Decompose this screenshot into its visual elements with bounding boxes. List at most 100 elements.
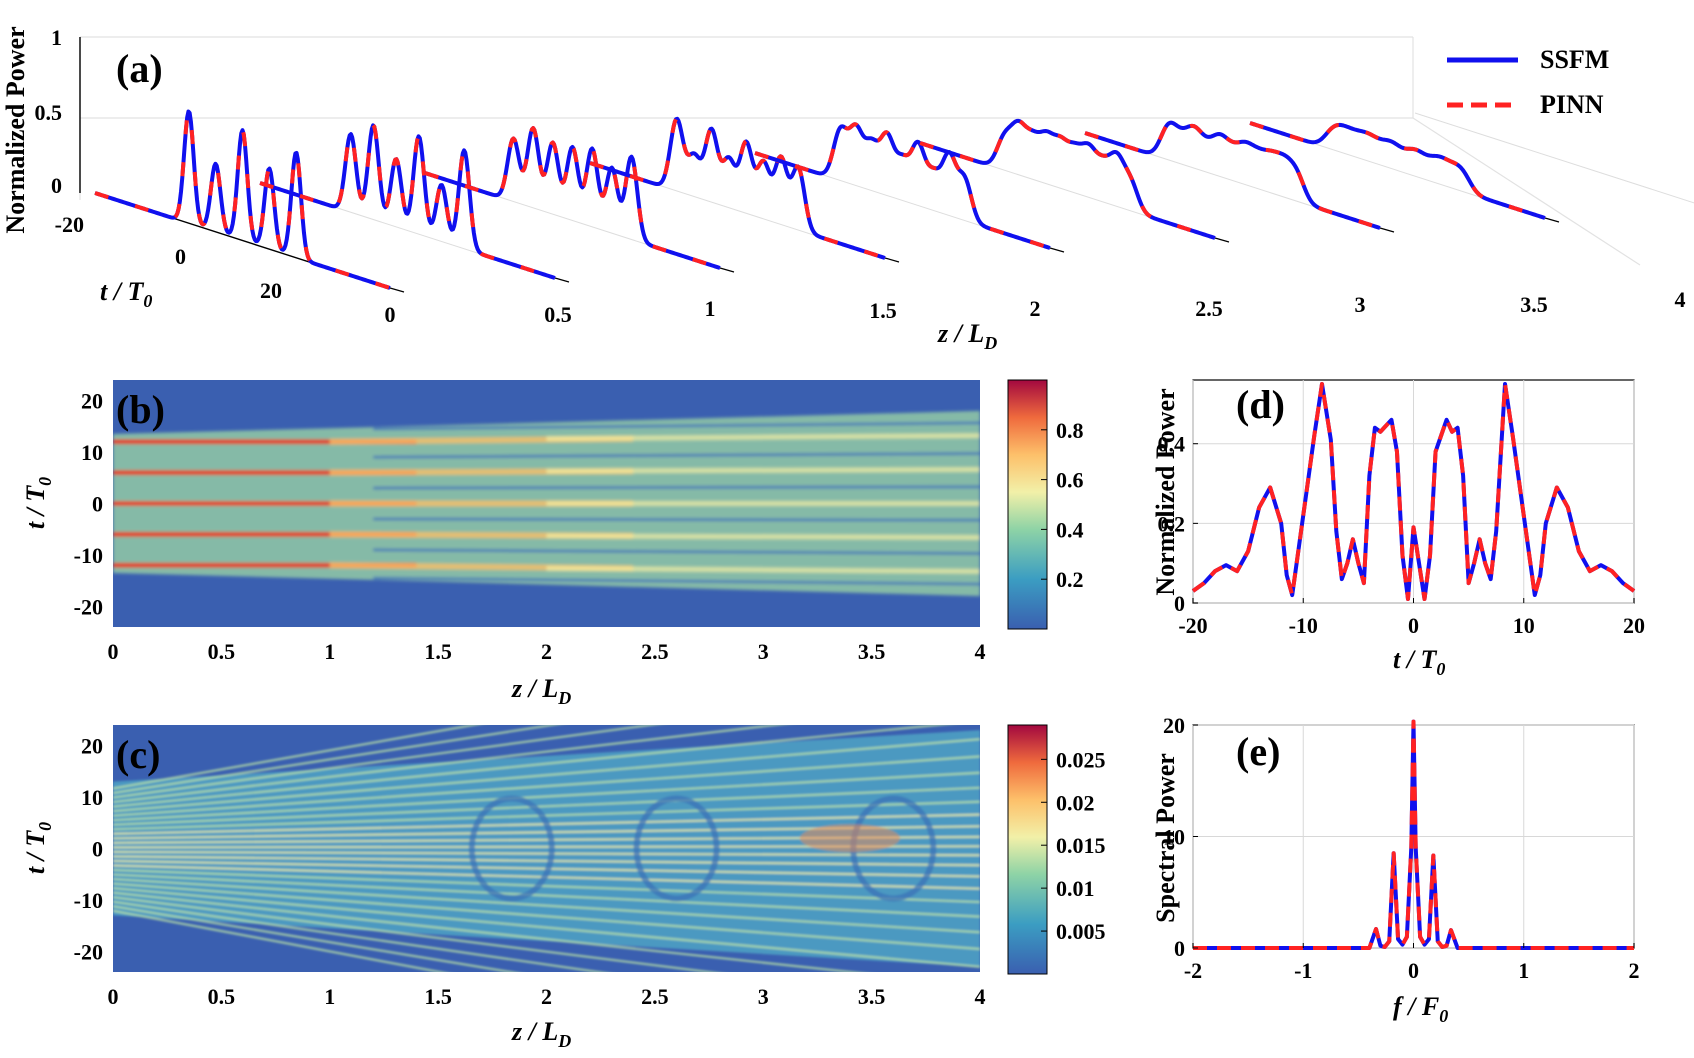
a-xlabel: z / LD: [937, 319, 997, 353]
z-tick: [1544, 217, 1560, 223]
heat-band: [546, 565, 980, 574]
legend-ssfm-label: SSFM: [1540, 45, 1609, 74]
grid-line: [1414, 112, 1694, 204]
heat-gap: [373, 421, 980, 431]
heat-fringe: [113, 850, 980, 857]
heat-fringe: [113, 755, 980, 817]
heat-fringe: [113, 909, 446, 972]
heat-fringe: [113, 891, 861, 972]
colorbar-tick-label: 0.005: [1056, 919, 1106, 944]
panel-d-ticks: -20 -10 0 10 20 0 0.2 0.4: [1158, 432, 1646, 638]
x-tick-label: 0: [1408, 613, 1419, 638]
x-tick-label: -10: [1289, 613, 1318, 638]
heat-gap: [373, 576, 980, 586]
x-tick-label: 3.5: [858, 984, 886, 1009]
a-z-tick: 4: [1675, 287, 1686, 312]
heat-ring: [468, 795, 555, 902]
a-z-tick: 1: [705, 296, 716, 321]
x-tick-label: 0: [108, 639, 119, 664]
x-tick-label: 4: [975, 639, 986, 664]
heat-band: [546, 533, 980, 540]
colorbar-tick-label: 0.02: [1056, 790, 1095, 815]
x-tick-label: 1: [324, 984, 335, 1009]
y-tick-label: 0: [92, 837, 103, 862]
x-tick-label: 0: [108, 984, 119, 1009]
pinn-trace: [1084, 120, 1381, 230]
a-zlabel: Normalized Power: [1, 26, 30, 233]
y-tick-label: 0: [1174, 936, 1185, 961]
heat-fringe: [113, 905, 518, 972]
panel-a-grid: [94, 112, 1694, 293]
y-tick-label: -20: [74, 939, 103, 964]
x-tick-label: 1.5: [424, 639, 452, 664]
heat-fringe: [113, 900, 606, 972]
x-tick-label: -2: [1184, 958, 1202, 983]
b-xlabel: z / LD: [511, 674, 571, 708]
c-colorbar: [1007, 724, 1048, 975]
z-tick: [884, 257, 900, 263]
heat-gap: [373, 451, 980, 459]
panel-d-grid: [1192, 380, 1635, 604]
heat-fringe: [113, 725, 559, 795]
a-z-tick: 0: [385, 302, 396, 327]
a-z-tick: 3.5: [1520, 292, 1548, 317]
d-ylabel: Normalized Power: [1151, 388, 1180, 595]
ssfm-trace: [754, 122, 1051, 250]
y-tick-label: -10: [74, 543, 103, 568]
heat-fringe: [113, 786, 980, 826]
b-colorbar-ticks: 0.8 0.6 0.4 0.2: [1041, 418, 1084, 592]
e-ylabel: Spectral Power: [1151, 753, 1180, 923]
a-z-tick: 3: [1355, 292, 1366, 317]
ssfm-trace: [589, 116, 886, 260]
heat-fringe: [113, 868, 980, 904]
heat-fringe: [113, 873, 980, 918]
heat-fringe: [113, 725, 949, 808]
heat-band: [546, 433, 980, 442]
y-tick-label: 0.4: [1158, 432, 1186, 457]
a-t-tick: 0: [175, 244, 186, 269]
heat-hotspot: [799, 824, 900, 853]
legend-pinn-label: PINN: [1540, 90, 1604, 119]
y-tick-label: 20: [81, 734, 103, 759]
pinn-line: [1193, 719, 1634, 950]
z-tick: [1379, 227, 1395, 233]
panel-a-label: (a): [116, 46, 163, 91]
colorbar-tick-label: 0.01: [1056, 876, 1095, 901]
z-tick: [719, 267, 735, 273]
a-ylabel: t / T0: [100, 277, 152, 311]
a-z-tick: 2: [1030, 296, 1041, 321]
y-tick-label: -20: [74, 594, 103, 619]
x-tick-label: 3.5: [858, 639, 886, 664]
x-tick-label: 20: [1623, 613, 1645, 638]
x-tick-label: -1: [1294, 958, 1312, 983]
b-colorbar: [1007, 379, 1048, 630]
x-tick-label: 0.5: [208, 984, 236, 1009]
colorbar-tick-label: 0.015: [1056, 833, 1106, 858]
panel-a-traces: [94, 109, 1546, 290]
panel-c-bands: [113, 725, 980, 972]
legend: SSFM PINN: [1447, 45, 1609, 119]
panel-c-label: (c): [116, 732, 160, 777]
x-tick-label: 2: [541, 984, 552, 1009]
a-t-tick: 20: [260, 278, 282, 303]
pinn-trace: [94, 109, 391, 290]
z-tick: [1049, 247, 1065, 253]
c-colorbar-ticks: 0.025 0.02 0.015 0.01 0.005: [1041, 747, 1106, 944]
heat-fringe: [113, 725, 480, 790]
a-power-tick: 0: [51, 173, 62, 198]
heat-gap: [373, 548, 980, 556]
y-tick-label: 10: [1163, 825, 1185, 850]
y-tick-label: 0: [1174, 591, 1185, 616]
panel-b-label: (b): [116, 387, 165, 432]
heat-gap: [373, 517, 980, 522]
colorbar-tick-label: 0.025: [1056, 747, 1106, 772]
heat-fringe: [113, 800, 980, 831]
x-tick-label: 3: [758, 639, 769, 664]
a-z-tick: 2.5: [1195, 296, 1223, 321]
panel-a: (a) 1 0.5 0 -20 0 20 0 0.5 1 1.5 2 2.5 3…: [1, 25, 1694, 353]
y-tick-label: 10: [81, 785, 103, 810]
pinn-trace: [1249, 121, 1546, 220]
heat-fringe: [113, 855, 980, 867]
